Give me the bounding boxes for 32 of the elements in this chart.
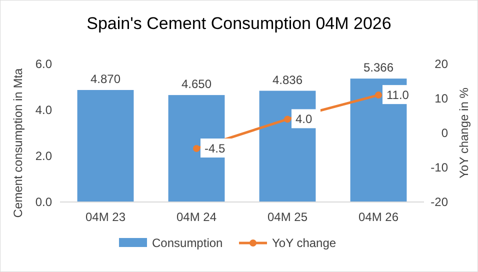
bar xyxy=(350,78,407,202)
x-tick-label: 04M 26 xyxy=(358,210,399,224)
x-tick-label: 04M 24 xyxy=(176,210,217,224)
y2-tick-label: 10 xyxy=(434,92,448,106)
point xyxy=(193,145,200,152)
legend-label: YoY change xyxy=(272,236,336,250)
data-label: -4.5 xyxy=(204,142,226,156)
chart-title: Spain's Cement Consumption 04M 2026 xyxy=(86,14,392,33)
data-label: 11.0 xyxy=(386,88,410,102)
data-label: 4.870 xyxy=(90,72,121,86)
y2-tick-label: 0 xyxy=(441,126,448,140)
y2-tick-label: 20 xyxy=(434,57,448,71)
data-label: 5.366 xyxy=(363,60,394,75)
y2-axis-title: YoY change in % xyxy=(457,87,471,178)
data-label: 4.650 xyxy=(181,77,212,92)
bar xyxy=(168,95,225,202)
y-tick-label: 2.0 xyxy=(35,149,52,163)
y-tick-label: 4.0 xyxy=(35,103,52,117)
y-axis-title: Cement consumption in Mta xyxy=(11,68,25,218)
data-label: 4.0 xyxy=(296,112,313,126)
x-tick-label: 04M 25 xyxy=(267,210,308,224)
y2-tick-label: -10 xyxy=(430,160,448,174)
bar xyxy=(77,90,134,202)
y-tick-label: 0.0 xyxy=(35,195,52,209)
point xyxy=(284,116,291,123)
legend-label: Consumption xyxy=(152,236,223,250)
bar xyxy=(259,90,316,202)
point xyxy=(375,92,382,99)
x-tick-label: 04M 23 xyxy=(85,210,126,224)
y-tick-label: 6.0 xyxy=(35,57,52,71)
y2-tick-label: -20 xyxy=(430,195,448,209)
data-label: 4.836 xyxy=(272,72,303,87)
